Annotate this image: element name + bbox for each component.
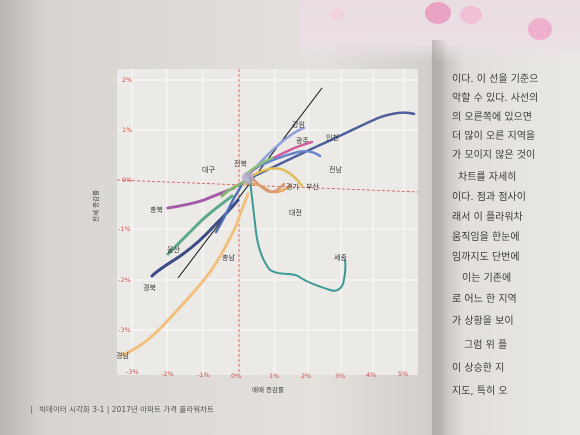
region-label-ulsan: 울산 — [167, 245, 180, 254]
x-tick: -1% — [197, 371, 210, 379]
text-line: 가 상황을 보이 — [452, 316, 514, 327]
trajectory-daejeon — [250, 176, 286, 194]
trajectory-ulsan — [166, 194, 234, 256]
text-line: 이다. 이 선을 기준으 — [452, 74, 539, 85]
text-line: 지도, 특히 오 — [452, 386, 508, 397]
trajectory-gyeongbuk — [150, 198, 240, 278]
y-tick: -1% — [118, 225, 131, 233]
x-tick: -2% — [161, 370, 174, 378]
x-axis-title: 매매 증감률 — [252, 386, 284, 394]
book-gutter-shadow — [432, 40, 448, 435]
text-line: 움직임을 한눈에 — [452, 232, 520, 243]
text-line: 악할 수 있다. 사선의 — [452, 93, 539, 104]
x-tick: -3% — [126, 368, 139, 376]
region-label-busan: 부산 — [306, 182, 319, 191]
region-labels: 강원 광주 인천 전북 대구 전남 경기 부산 대전 충북 울산 충남 세종 경… — [116, 120, 347, 360]
footer-bar: | — [30, 405, 33, 414]
pink-blossom-fabric — [300, 0, 580, 62]
text-line: 더 많이 오른 지역을 — [452, 131, 536, 142]
region-label-daegu: 대구 — [202, 166, 215, 174]
blossom-pink-4 — [330, 8, 344, 20]
trajectory-chungbuk — [166, 186, 236, 210]
x-tick: 0% — [231, 372, 241, 380]
region-label-gyeongbuk: 경북 — [143, 283, 156, 292]
y-axis-title: 전세 증감률 — [91, 190, 100, 222]
region-label-gangwon: 강원 — [292, 120, 305, 129]
zero-line-horizontal — [116, 179, 419, 193]
x-tick: 1% — [269, 372, 279, 380]
trajectory-gyeonggi — [250, 167, 304, 188]
page-footer: | 빅데이터 시각화 3-1 | 2017년 아파트 가격 플라워차트 — [30, 404, 214, 415]
y-tick: -2% — [118, 276, 131, 284]
text-line: 이 상승한 지 — [452, 363, 505, 374]
blossom-pink-1 — [425, 2, 451, 24]
trajectory-chungnam — [214, 182, 244, 234]
region-label-sejong: 세종 — [334, 253, 347, 262]
blossom-pink-2 — [460, 6, 482, 24]
text-line: 차트를 자세히 — [458, 172, 517, 183]
x-tick: 2% — [301, 372, 311, 380]
x-tick: 3% — [335, 372, 345, 380]
text-line: 래서 이 플라워차 — [452, 212, 523, 223]
x-axis-ticks: -3% -2% -1% 0% 1% 2% 3% 4% 5% — [126, 368, 408, 380]
region-label-chungnam: 충남 — [222, 253, 235, 262]
trajectory-daegu — [220, 180, 246, 198]
region-label-jeonnam: 전남 — [329, 165, 342, 174]
y-axis-ticks: 2% 1% 0% -1% -2% -3% — [118, 76, 132, 334]
region-label-gyeonggi: 경기 — [286, 182, 299, 191]
text-line: 임까지도 단번에 — [452, 252, 520, 263]
blossom-pink-3 — [528, 18, 552, 40]
text-line: 이다. 점과 점사이 — [452, 192, 526, 203]
region-label-gyeongnam: 경남 — [116, 351, 129, 360]
text-line: 가 모이지 않은 것이 — [452, 150, 536, 161]
running-header-mark: · · · · · · — [429, 95, 435, 110]
y-tick: -3% — [118, 326, 131, 334]
trajectory-incheon — [248, 111, 416, 180]
text-line: 이는 기존에 — [462, 273, 512, 284]
region-label-chungbuk: 충북 — [150, 205, 163, 214]
y-tick: 2% — [122, 76, 132, 84]
trajectory-jeonnam — [250, 149, 322, 172]
x-tick: 4% — [366, 371, 376, 379]
y-tick: 1% — [122, 126, 132, 134]
text-line: 로 어느 한 지역 — [452, 294, 517, 305]
footer-section: 빅데이터 시각화 3-1 — [39, 405, 105, 414]
trajectory-gyeongnam — [120, 192, 250, 357]
text-line: 의 오른쪽에 있으면 — [452, 112, 532, 123]
right-page-text: 이다. 이 선을 기준으 악할 수 있다. 사선의 의 오른쪽에 있으면 더 많… — [452, 68, 580, 435]
trajectory-sejong — [249, 179, 347, 292]
region-label-jeonbuk: 전북 — [234, 159, 247, 168]
gridlines — [117, 69, 418, 375]
center-cluster — [242, 172, 254, 184]
region-label-daejeon: 대전 — [289, 208, 302, 217]
footer-sep: | — [106, 405, 112, 414]
text-line: 그럼 위 플 — [464, 340, 508, 351]
region-label-incheon: 인천 — [326, 133, 339, 142]
x-tick: 5% — [398, 370, 408, 378]
region-label-gwangju: 광주 — [296, 137, 309, 145]
y-tick: 0% — [122, 176, 132, 184]
footer-caption: 2017년 아파트 가격 플라워차트 — [111, 405, 214, 414]
